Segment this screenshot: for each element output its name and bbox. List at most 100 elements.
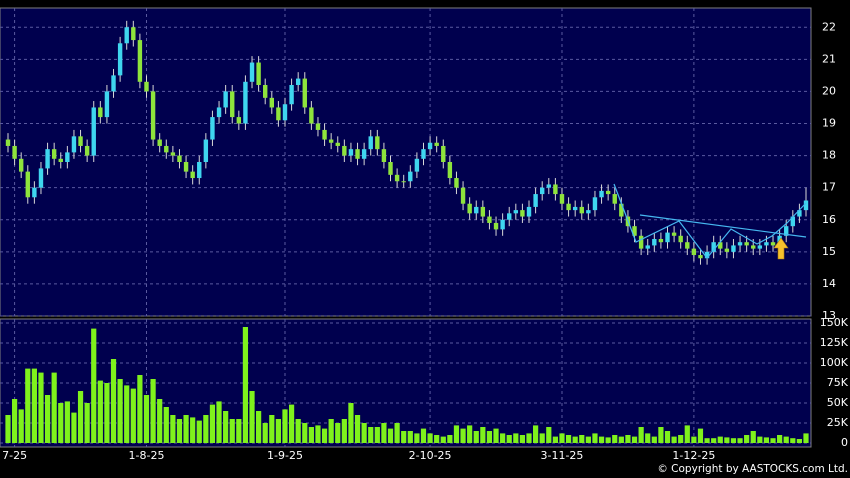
y-tick-label: 14 (822, 277, 836, 290)
candle-body (599, 190, 604, 198)
volume-bar (229, 419, 235, 443)
candle-body (711, 242, 716, 252)
candle-body (256, 62, 261, 85)
volume-bar (302, 423, 308, 443)
volume-bar (625, 435, 631, 443)
volume-bar (533, 425, 539, 443)
volume-bar (394, 423, 400, 443)
volume-bar (763, 437, 770, 443)
candle-body (454, 178, 459, 188)
volume-bar (183, 415, 189, 443)
candle-body (632, 226, 637, 236)
volume-bar (645, 433, 651, 443)
candle-body (691, 248, 697, 256)
candle-body (98, 107, 103, 118)
volume-bar (157, 399, 163, 443)
candle-body (381, 149, 387, 162)
volume-bar (51, 372, 57, 443)
candle-body (507, 213, 512, 220)
volume-bar (196, 420, 202, 443)
y-tick-label: 17 (822, 181, 836, 194)
candle-body (559, 194, 565, 204)
volume-bar (658, 427, 664, 443)
candle-body (658, 239, 664, 243)
volume-bar (91, 328, 97, 443)
volume-bar (711, 438, 717, 443)
volume-bar (493, 428, 499, 443)
volume-tick-label: 25K (827, 416, 849, 429)
volume-bar (790, 438, 796, 443)
volume-bar (664, 431, 671, 443)
candle-body (197, 162, 202, 179)
candle-body (203, 139, 209, 162)
volume-bar (269, 415, 275, 443)
volume-bar (744, 435, 750, 443)
volume-bar (288, 404, 295, 443)
candle-body (592, 197, 598, 211)
candle-body (150, 91, 156, 140)
candle-body (32, 187, 37, 198)
x-tick-label: 1-9-25 (267, 449, 303, 462)
candle-body (183, 162, 189, 172)
volume-bar (38, 372, 44, 443)
volume-tick-label: 150K (820, 316, 849, 329)
volume-bar (440, 436, 446, 443)
volume-bar (506, 435, 512, 443)
volume-bar (796, 439, 803, 443)
volume-bar (671, 436, 677, 443)
candle-body (45, 149, 50, 169)
candle-body (678, 235, 683, 243)
volume-bar (137, 375, 143, 443)
candle-body (619, 203, 624, 217)
volume-bar (104, 383, 110, 443)
volume-bar (427, 433, 433, 443)
volume-bar (130, 388, 136, 443)
candle-body (408, 171, 413, 182)
candle-body (553, 184, 558, 195)
volume-bar (262, 423, 268, 443)
candle-body (216, 107, 222, 118)
candle-body (764, 242, 769, 246)
volume-bar (387, 428, 394, 443)
candle-body (487, 216, 492, 223)
volume-tick-label: 0 (841, 436, 848, 449)
volume-bar (737, 438, 743, 443)
volume-bar (295, 419, 301, 443)
volume-bar (697, 428, 704, 443)
volume-bar (236, 419, 242, 443)
candle-body (295, 78, 301, 85)
candle-body (698, 255, 703, 259)
candle-body (236, 117, 242, 124)
candle-body (249, 62, 255, 82)
volume-bar (565, 435, 572, 443)
candle-body (546, 184, 551, 188)
volume-bar (5, 415, 11, 443)
volume-bar (724, 437, 730, 443)
volume-bar (315, 425, 321, 443)
volume-bar (170, 415, 176, 443)
volume-bar (803, 433, 809, 443)
candle-body (78, 136, 83, 146)
volume-bar (467, 425, 473, 443)
volume-bar (203, 415, 209, 443)
candle-body (276, 107, 281, 121)
volume-bar (150, 379, 156, 443)
candle-body (474, 206, 479, 214)
volume-bar (605, 437, 611, 443)
volume-bar (598, 436, 605, 443)
candle-body (671, 232, 677, 236)
volume-bar (757, 436, 763, 443)
volume-bar (374, 427, 380, 443)
volume-bar (585, 436, 591, 443)
volume-bar (730, 438, 737, 443)
volume-bar (256, 411, 262, 443)
candle-body (586, 210, 591, 214)
volume-bar (348, 403, 354, 443)
volume-bar (651, 436, 657, 443)
volume-bar (618, 436, 624, 443)
candle-body (401, 181, 406, 183)
volume-bar (414, 433, 420, 443)
volume-bar (328, 419, 334, 443)
volume-bar (25, 368, 31, 443)
